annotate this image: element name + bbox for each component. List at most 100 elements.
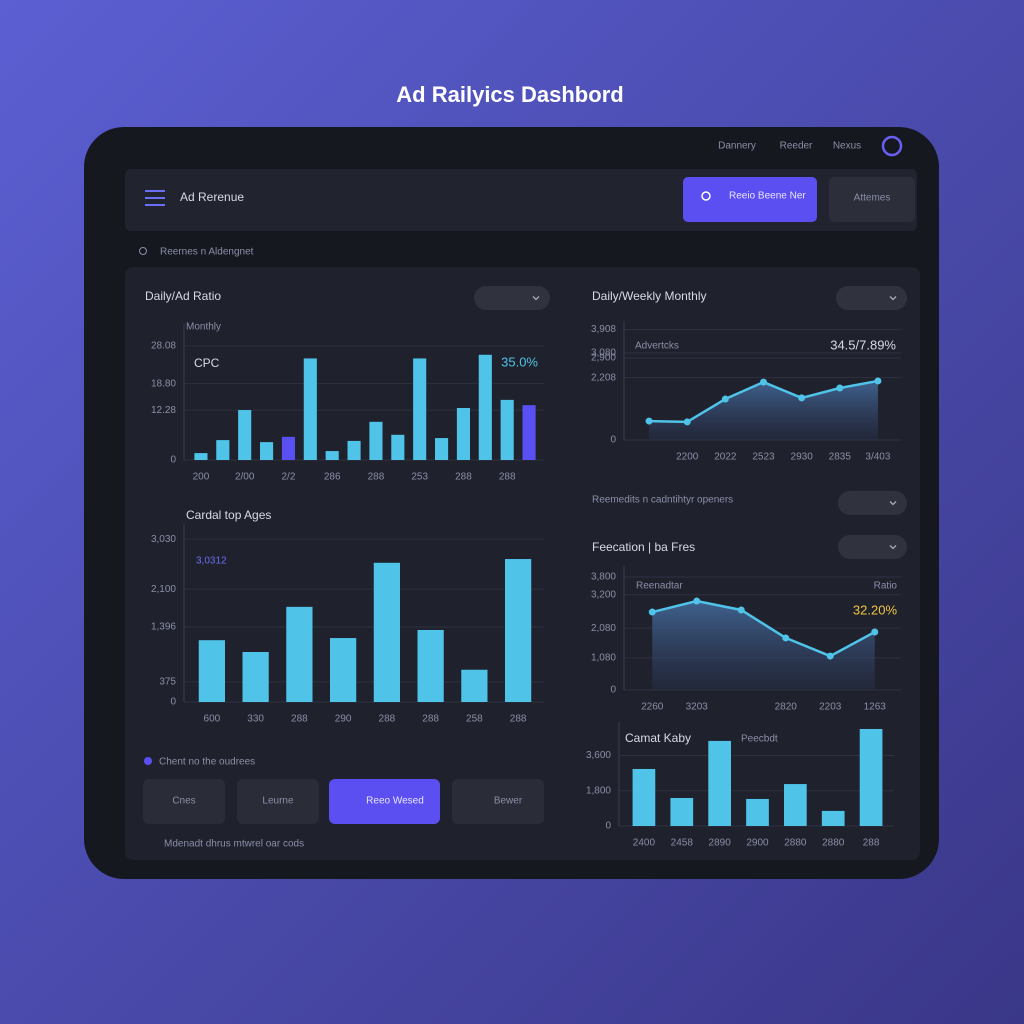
user-icon <box>701 191 711 201</box>
chart-title: Daily/Weekly Monthly <box>592 289 706 303</box>
bar <box>369 421 383 460</box>
bar <box>478 354 492 460</box>
x-tick-label: 3203 <box>686 702 709 713</box>
action-button[interactable] <box>143 779 225 824</box>
annotation: 3,0312 <box>196 556 227 567</box>
primary-button[interactable] <box>683 177 817 222</box>
bar <box>391 434 405 460</box>
chevron <box>532 296 540 301</box>
x-tick-label: 2400 <box>633 838 656 849</box>
y-tick-label: 0 <box>170 455 176 466</box>
point <box>836 384 844 392</box>
x-tick-label: 286 <box>324 472 341 483</box>
line <box>651 599 876 658</box>
x-tick-label: 258 <box>466 714 483 725</box>
profile-icon[interactable] <box>881 135 903 157</box>
nav-item[interactable]: Reeder <box>780 141 813 152</box>
y-tick-label: 2,208 <box>591 372 616 383</box>
chart-title: Cardal top Ages <box>186 508 271 522</box>
action-button-label[interactable]: Cnes <box>172 796 195 807</box>
chart-label: Ratio <box>874 581 898 592</box>
bar <box>238 410 252 460</box>
bar <box>670 797 694 826</box>
primary-button-label[interactable]: Reeio Beene Ner <box>729 191 806 202</box>
point <box>737 606 745 614</box>
x-tick-label: 2203 <box>819 702 842 713</box>
dropdown[interactable] <box>838 535 907 559</box>
point <box>721 395 729 403</box>
x-tick-label: 3/403 <box>865 452 890 463</box>
x-tick-label: 2835 <box>829 452 852 463</box>
y-tick-label: 12.28 <box>151 405 176 416</box>
bar <box>505 559 532 702</box>
y-tick-label: 3,030 <box>151 534 176 545</box>
secondary-button-label[interactable]: Attemes <box>854 193 891 204</box>
bar <box>632 768 656 826</box>
dropdown[interactable] <box>836 286 907 310</box>
x-tick-label: 288 <box>863 838 880 849</box>
bar <box>500 399 514 460</box>
secondary-button[interactable] <box>829 177 915 222</box>
point <box>693 597 701 605</box>
action-button-label[interactable]: Bewer <box>494 796 523 807</box>
y-tick-label: 2,100 <box>151 584 176 595</box>
bar <box>242 652 269 702</box>
x-tick-label: 330 <box>247 714 264 725</box>
x-tick-label: 2200 <box>676 452 699 463</box>
y-tick-label: 0 <box>610 435 616 446</box>
y-tick-label: 0 <box>610 685 616 696</box>
nav-item[interactable]: Nexus <box>833 141 861 152</box>
annotation: 34.5/7.89% <box>830 337 896 352</box>
action-button[interactable] <box>237 779 319 824</box>
bar <box>373 562 400 702</box>
bar <box>413 358 427 460</box>
bar <box>303 358 317 460</box>
bar <box>435 438 449 460</box>
dropdown[interactable] <box>474 286 550 310</box>
bar <box>784 784 807 826</box>
annotation: 32.20% <box>853 602 898 617</box>
x-tick-label: 2523 <box>752 452 775 463</box>
y-tick-label: 0 <box>605 821 611 832</box>
y-tick-label: 18.80 <box>151 378 176 389</box>
chart-title: Camat Kaby <box>625 731 691 745</box>
nav-item[interactable]: Dannery <box>718 141 756 152</box>
x-tick-label: 253 <box>411 472 428 483</box>
area <box>649 380 878 440</box>
x-tick-label: 288 <box>510 714 527 725</box>
chart-label: Advertcks <box>635 341 679 352</box>
action-button[interactable] <box>452 779 544 824</box>
search-icon <box>139 247 147 255</box>
bar <box>347 440 361 460</box>
x-tick-label: 2260 <box>641 702 664 713</box>
menu-icon[interactable] <box>145 190 165 206</box>
x-tick-label: 600 <box>204 714 221 725</box>
action-button[interactable] <box>329 779 440 824</box>
section-caption: Reemedits n cadntihtyr openers <box>592 495 733 506</box>
point <box>826 652 834 660</box>
chevron <box>889 545 897 550</box>
point <box>683 418 691 426</box>
x-tick-label: 2880 <box>822 838 845 849</box>
x-tick-label: 2890 <box>709 838 732 849</box>
x-tick-label: 1263 <box>864 702 887 713</box>
x-tick-label: 2022 <box>714 452 737 463</box>
dropdown[interactable] <box>838 491 907 515</box>
chart-subtitle: Monthly <box>186 322 221 333</box>
x-tick-label: 288 <box>368 472 385 483</box>
chevron <box>889 296 897 301</box>
x-tick-label: 288 <box>291 714 308 725</box>
y-tick-label: 1,800 <box>586 785 611 796</box>
bar <box>417 629 444 702</box>
x-tick-label: 288 <box>455 472 472 483</box>
bar <box>286 606 313 702</box>
action-button-label[interactable]: Leurne <box>262 796 294 807</box>
toolbar-title: Ad Rerenue <box>180 190 244 204</box>
bar <box>522 405 536 460</box>
x-tick-label: 288 <box>499 472 516 483</box>
action-button-label[interactable]: Reeo Wesed <box>366 796 424 807</box>
area <box>652 601 875 690</box>
point <box>648 608 656 616</box>
search-placeholder[interactable]: Reernes n Aldengnet <box>160 247 254 258</box>
